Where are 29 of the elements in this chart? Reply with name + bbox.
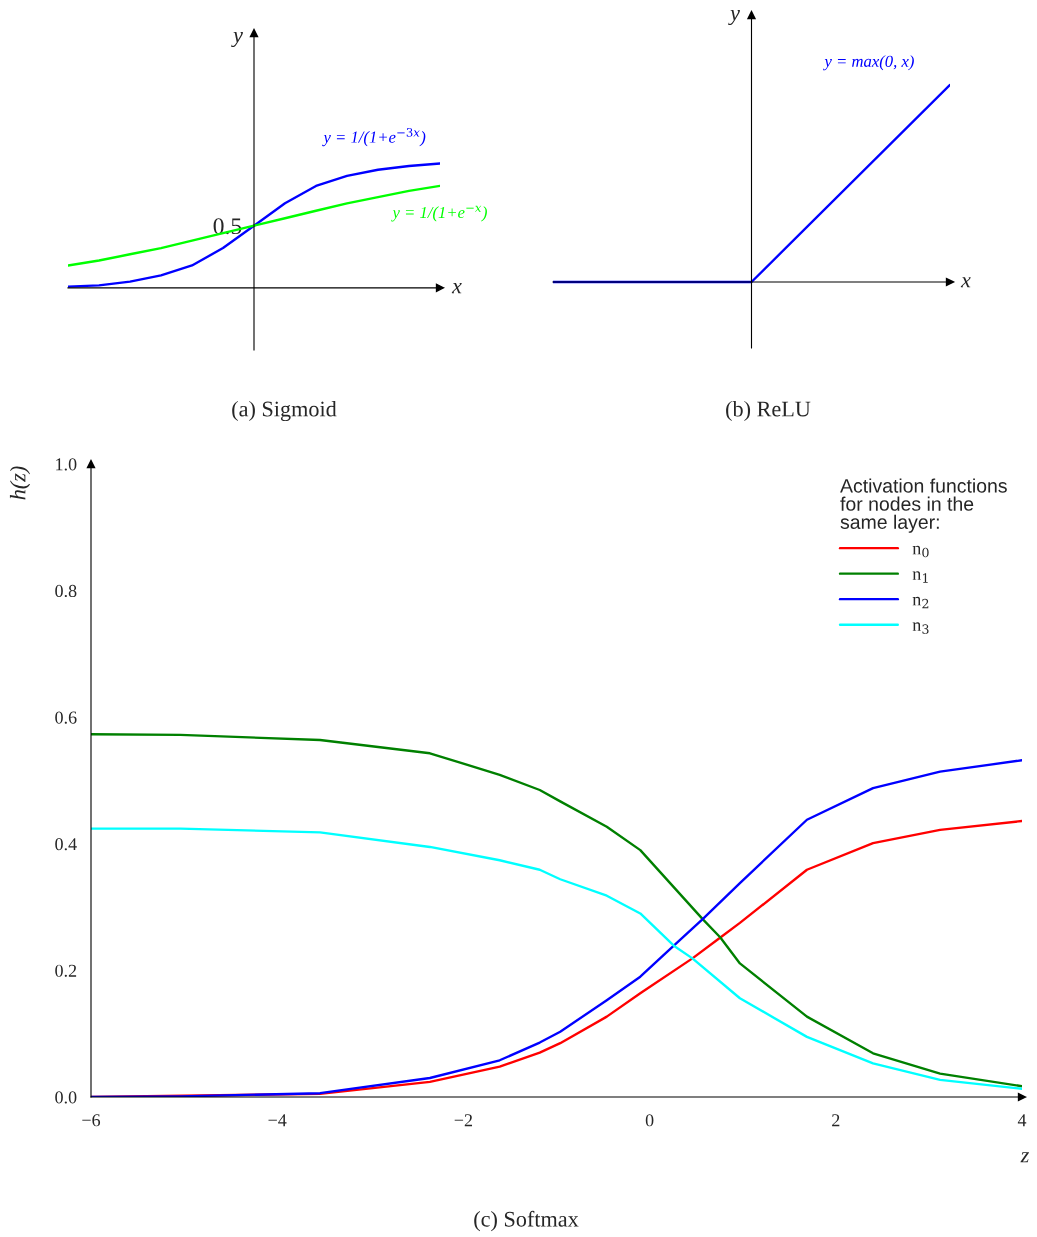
series-label: y = 1/(1+e$^{−x}$) — [391, 205, 487, 222]
y-tick-label: 0.0 — [55, 1091, 77, 1104]
y-axis-title: y — [231, 32, 243, 48]
y-tick-label: 0.4 — [55, 838, 77, 851]
y-tick-label: 0.8 — [55, 584, 77, 598]
y-tick-label: 0.6 — [55, 711, 77, 724]
y-tick-label: 1.0 — [56, 458, 77, 471]
x-tick-label: −4 — [268, 1114, 287, 1127]
x-tick-label: 4 — [1017, 1114, 1027, 1127]
x-tick-label: −6 — [82, 1114, 101, 1127]
y-axis-title: h(z) — [9, 466, 31, 500]
text: (a) Sigmoid — [232, 400, 337, 422]
legend-label: n$_{3}$ — [912, 622, 929, 634]
x-axis-title: x — [960, 277, 971, 288]
text: (b) ReLU — [726, 400, 811, 422]
legend-label: n$_{2}$ — [912, 596, 929, 609]
y-tick-label: 0.2 — [55, 964, 77, 977]
text: (c) Softmax — [474, 1210, 579, 1232]
series-label: y = 1/(1+e$^{−3x}$) — [322, 127, 426, 147]
legend-label: n$_{1}$ — [912, 571, 928, 583]
y-axis-title: y — [728, 10, 740, 26]
x-axis-title: x — [451, 282, 462, 294]
text: y = max(0, x) — [823, 55, 914, 71]
x-axis-title: z — [1020, 1152, 1030, 1163]
x-tick-label: 0 — [645, 1114, 654, 1127]
x-tick-label: −2 — [454, 1114, 473, 1127]
legend-title: Activation functions for nodes in the same layer: — [840, 478, 1007, 533]
x-tick-label: 2 — [832, 1114, 840, 1127]
legend-label: n$_{0}$ — [912, 545, 929, 558]
